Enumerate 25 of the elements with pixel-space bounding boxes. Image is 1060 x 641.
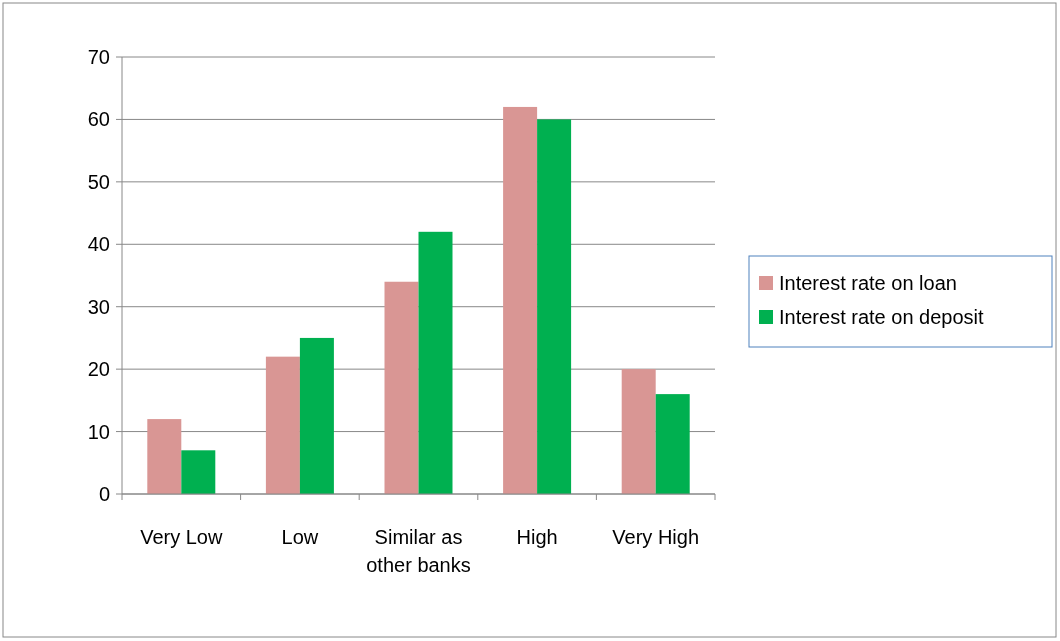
x-tick-label: Low (281, 526, 319, 548)
legend-label: Interest rate on deposit (779, 306, 985, 328)
bar (384, 281, 419, 494)
legend-label: Interest rate on loan (779, 272, 957, 294)
y-tick-label: 30 (87, 295, 110, 318)
bar (655, 394, 690, 494)
x-tick-label: Very Low (140, 526, 223, 548)
x-tick-label: Very High (612, 526, 700, 548)
y-tick-label: 10 (87, 420, 110, 443)
bar (147, 419, 182, 494)
y-tick-label: 0 (98, 483, 110, 505)
bar (181, 450, 216, 494)
y-tick-label: 20 (87, 358, 110, 381)
bar (503, 106, 538, 494)
bar (265, 356, 300, 494)
y-tick-label: 50 (87, 170, 110, 193)
y-tick-label: 40 (87, 233, 110, 256)
x-tick-label: Similar as other banks (366, 526, 471, 576)
x-tick-label: High (516, 526, 558, 548)
bar (621, 369, 656, 494)
bar (418, 231, 453, 494)
y-tick-label: 70 (87, 46, 110, 68)
y-tick-label: 60 (87, 108, 110, 131)
bar (299, 337, 334, 494)
bar (537, 119, 572, 494)
